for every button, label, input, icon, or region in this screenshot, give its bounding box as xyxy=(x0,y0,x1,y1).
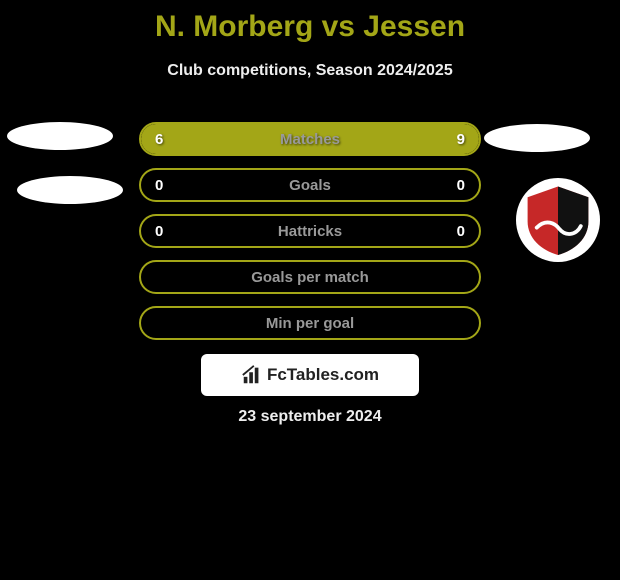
stat-left-value: 0 xyxy=(155,177,163,194)
bar-chart-icon xyxy=(241,364,263,386)
stat-label: Matches xyxy=(280,131,340,148)
stat-label: Goals per match xyxy=(251,269,369,286)
page-title: N. Morberg vs Jessen xyxy=(0,0,620,44)
stats-panel: 6 Matches 9 0 Goals 0 0 Hattricks 0 Goals per mat… xyxy=(139,122,481,352)
team-left-placeholder-ellipse xyxy=(17,176,123,204)
brand-label: FcTables.com xyxy=(267,365,379,385)
stat-label: Hattricks xyxy=(278,223,342,240)
stat-right-value: 9 xyxy=(457,131,465,148)
away-team-badge xyxy=(516,178,600,262)
stat-row: Goals per match xyxy=(139,260,481,294)
stat-row: 6 Matches 9 xyxy=(139,122,481,156)
subtitle: Club competitions, Season 2024/2025 xyxy=(0,62,620,80)
team-left-placeholder-ellipse xyxy=(7,122,113,150)
date-label: 23 september 2024 xyxy=(0,408,620,426)
stat-label: Goals xyxy=(289,177,331,194)
stat-label: Min per goal xyxy=(266,315,354,332)
stat-row: 0 Hattricks 0 xyxy=(139,214,481,248)
shield-icon xyxy=(520,182,596,258)
stat-right-value: 0 xyxy=(457,223,465,240)
stat-row: Min per goal xyxy=(139,306,481,340)
stat-left-value: 0 xyxy=(155,223,163,240)
stat-right-value: 0 xyxy=(457,177,465,194)
brand-box[interactable]: FcTables.com xyxy=(201,354,419,396)
stat-row: 0 Goals 0 xyxy=(139,168,481,202)
stat-left-value: 6 xyxy=(155,131,163,148)
team-right-placeholder-ellipse xyxy=(484,124,590,152)
